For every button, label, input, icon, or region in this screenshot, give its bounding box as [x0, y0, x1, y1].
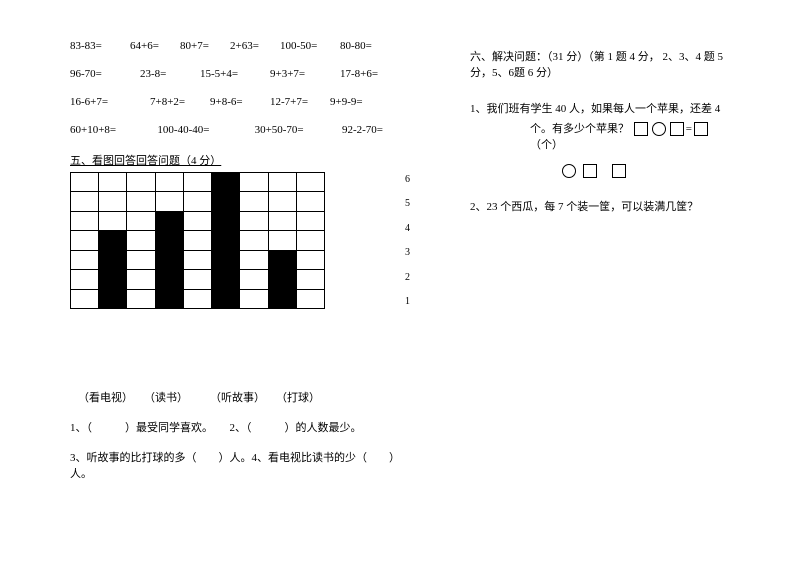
eq: 23-8=	[140, 68, 200, 80]
equation-row-1: 83-83= 64+6= 80+7= 2+63= 100-50= 80-80=	[70, 40, 410, 52]
blank-box-icon	[583, 164, 597, 178]
blank-box-icon	[694, 122, 708, 136]
eq: 80+7=	[180, 40, 230, 52]
left-column: 83-83= 64+6= 80+7= 2+63= 100-50= 80-80= …	[70, 40, 410, 495]
eq: 64+6=	[130, 40, 180, 52]
y-tick-label: 4	[405, 223, 410, 234]
x-category-label: （看电视）	[78, 389, 144, 405]
question-1-2: 1、（ ）最受同学喜欢。 2、（ ）的人数最少。	[70, 419, 410, 435]
x-category-label: （打球）	[276, 389, 342, 405]
problem-1-text-b: 个。有多少个苹果？ = （个）	[470, 120, 730, 152]
blank-circle-icon	[562, 164, 576, 178]
chart-y-axis: 6 5 4 3 2 1	[325, 172, 410, 309]
x-category-label: （读书）	[144, 389, 210, 405]
eq: 30+50-70=	[255, 124, 342, 136]
eq: 60+10+8=	[70, 124, 157, 136]
problem-1: 1、我们班有学生 40 人，如果每人一个苹果，还差 4 个。有多少个苹果？ = …	[470, 100, 730, 178]
y-tick-label: 1	[405, 296, 410, 307]
eq: 80-80=	[340, 40, 390, 52]
equation-row-4: 60+10+8= 100-40-40= 30+50-70= 92-2-70=	[70, 124, 410, 136]
problem-1-symbols	[470, 164, 730, 178]
eq: 16-6+7=	[70, 96, 150, 108]
eq: 15-5+4=	[200, 68, 270, 80]
equation-row-2: 96-70= 23-8= 15-5+4= 9+3+7= 17-8+6=	[70, 68, 410, 80]
problem-1-text-b-inner: 个。有多少个苹果？	[530, 123, 629, 135]
unit-label: （个）	[530, 139, 563, 151]
chart-grid	[70, 172, 325, 309]
eq: 100-50=	[280, 40, 340, 52]
y-tick-label: 5	[405, 198, 410, 209]
y-tick-label: 2	[405, 272, 410, 283]
eq: 12-7+7=	[270, 96, 330, 108]
eq: 9+3+7=	[270, 68, 340, 80]
eq: 2+63=	[230, 40, 280, 52]
question-3-4: 3、听故事的比打球的多（ ）人。4、看电视比读书的少（ ）人。	[70, 449, 410, 481]
eq: 9+8-6=	[210, 96, 270, 108]
x-category-label: （听故事）	[210, 389, 276, 405]
blank-circle-icon	[652, 122, 666, 136]
equation-row-3: 16-6+7= 7+8+2= 9+8-6= 12-7+7= 9+9-9=	[70, 96, 410, 108]
y-tick-label: 6	[405, 174, 410, 185]
eq: 100-40-40=	[157, 124, 254, 136]
eq: 17-8+6=	[340, 68, 400, 80]
blank-box-icon	[670, 122, 684, 136]
problem-1-text-a: 1、我们班有学生 40 人，如果每人一个苹果，还差 4	[470, 100, 730, 116]
eq: 7+8+2=	[150, 96, 210, 108]
section-5-title: 五、看图回答回答问题（4 分）	[70, 152, 410, 166]
section-6-title: 六、解决问题：（31 分）（第 1 题 4 分， 2、3、4 题 5 分，5、6…	[470, 48, 730, 80]
eq: 92-2-70=	[342, 124, 410, 136]
eq: 83-83=	[70, 40, 130, 52]
problem-2: 2、23 个西瓜，每 7 个装一筐，可以装满几筐？	[470, 198, 730, 214]
chart-x-axis: （看电视）（读书）（听故事）（打球）	[70, 389, 410, 405]
bar-chart: 6 5 4 3 2 1	[70, 172, 410, 309]
eq: 96-70=	[70, 68, 140, 80]
eq: 9+9-9=	[330, 96, 390, 108]
right-column: 六、解决问题：（31 分）（第 1 题 4 分， 2、3、4 题 5 分，5、6…	[470, 40, 730, 495]
y-tick-label: 3	[405, 247, 410, 258]
blank-box-icon	[612, 164, 626, 178]
blank-box-icon	[634, 122, 648, 136]
